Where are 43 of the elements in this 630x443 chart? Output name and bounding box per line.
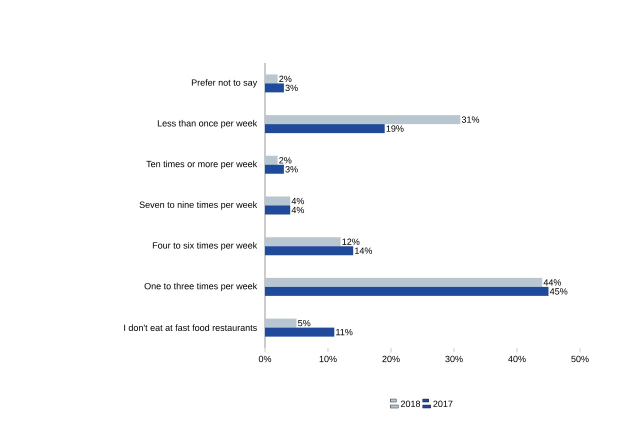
bar (264, 286, 548, 296)
bar (264, 83, 284, 92)
x-tick-label: 30% (445, 356, 463, 362)
y-tick-label: Ten times or more per week (146, 160, 258, 169)
data-label: 2% (279, 76, 292, 82)
bar (264, 74, 278, 84)
y-tick-label: I don't eat at fast food restaurants (124, 324, 257, 331)
bar (264, 205, 290, 214)
data-label: 19% (386, 125, 404, 132)
data-label: 44% (544, 279, 562, 286)
data-label: 11% (336, 328, 353, 336)
y-tick-label: Less than once per week (158, 120, 258, 128)
bar (264, 164, 284, 174)
data-label: 12% (342, 238, 360, 245)
bar (264, 278, 542, 287)
x-tick-label: 20% (382, 356, 400, 362)
data-label: 3% (285, 84, 298, 92)
data-label: 3% (285, 166, 298, 172)
data-label: 31% (462, 116, 480, 123)
data-label: 45% (550, 288, 568, 295)
legend-label: 2017 (433, 400, 452, 408)
legend-label: 2018 (400, 400, 420, 408)
y-tick-label: Four to six times per week (152, 242, 258, 250)
y-tick-label: Seven to nine times per week (140, 201, 258, 210)
data-label: 4% (292, 198, 304, 204)
bar (264, 246, 354, 256)
x-tick-label: 0% (258, 356, 272, 362)
y-tick-label: One to three times per week (144, 282, 258, 292)
x-tick-label: 40% (508, 356, 526, 362)
bar (264, 196, 290, 206)
bar (264, 156, 278, 165)
bar (264, 115, 460, 124)
x-tick-label: 10% (320, 356, 337, 362)
data-label: 4% (292, 206, 304, 214)
data-label: 5% (298, 320, 310, 326)
x-tick-label: 50% (571, 356, 589, 362)
bar (264, 124, 385, 134)
data-label: 14% (355, 248, 372, 254)
bar (264, 318, 296, 328)
bar (264, 237, 341, 246)
data-label: 2% (279, 157, 292, 164)
bar (264, 328, 334, 337)
y-tick-label: Prefer not to say (192, 79, 258, 88)
